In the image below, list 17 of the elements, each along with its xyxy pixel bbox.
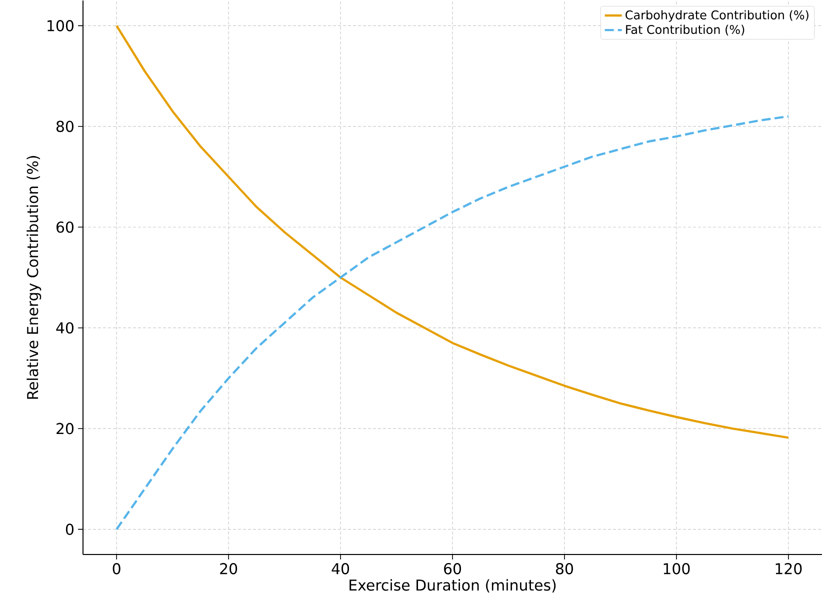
y-tick-label: 0 bbox=[66, 524, 74, 536]
x-tick-label: 40 bbox=[332, 563, 350, 575]
y-tick-label: 80 bbox=[56, 121, 74, 132]
x-tick-label: 60 bbox=[444, 563, 462, 575]
y-tick-label: 20 bbox=[56, 423, 74, 434]
x-tick-label: 20 bbox=[220, 563, 238, 575]
x-tick-label: 0 bbox=[112, 563, 120, 575]
y-tick-label: 60 bbox=[56, 222, 74, 234]
x-tick-label: 100 bbox=[664, 563, 690, 575]
x-tick-label: 80 bbox=[556, 563, 573, 575]
y-tick-label: 40 bbox=[56, 322, 74, 334]
legend-label: Carbohydrate Contribution (%) bbox=[626, 10, 808, 22]
x-axis-title: Exercise Duration (minutes) bbox=[350, 579, 556, 593]
legend-label: Fat Contribution (%) bbox=[626, 25, 744, 36]
y-tick-label: 100 bbox=[48, 20, 74, 32]
y-axis-title: Relative Energy Contribution (%) bbox=[26, 156, 42, 400]
x-tick-label: 120 bbox=[776, 563, 802, 575]
